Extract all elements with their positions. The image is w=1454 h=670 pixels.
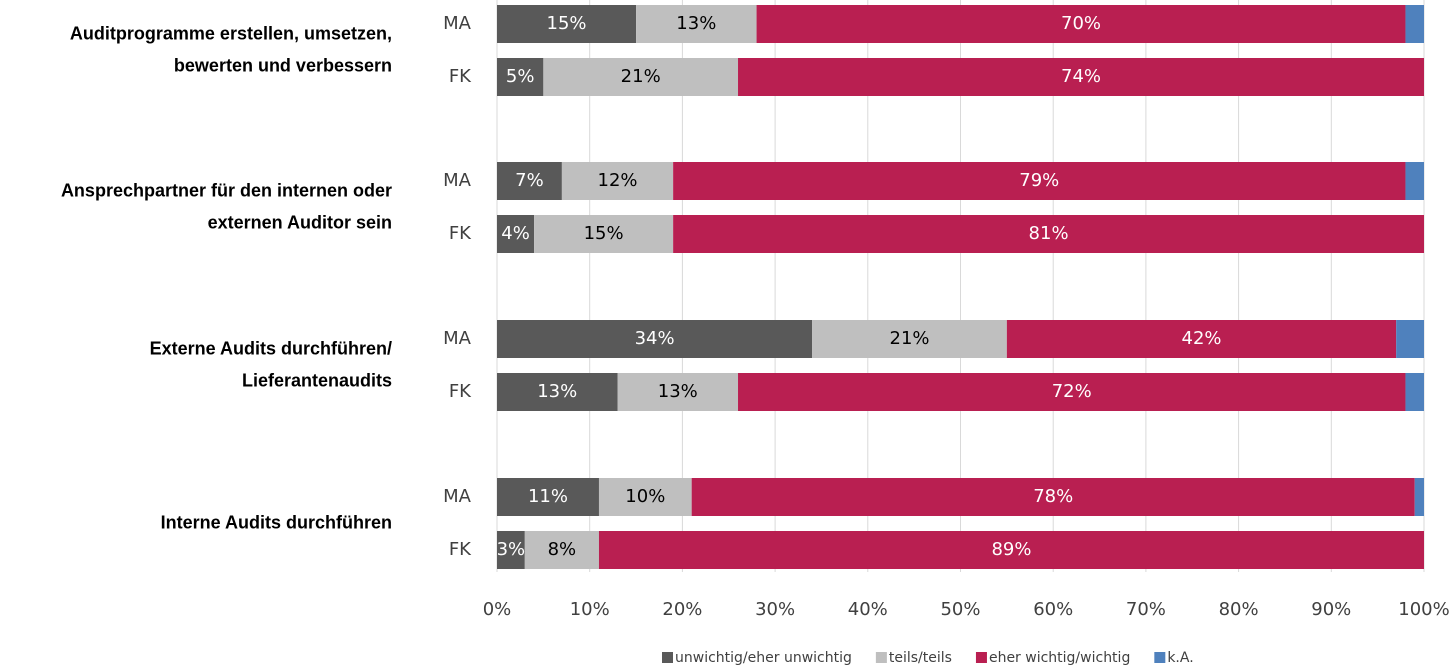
data-label: 4% <box>501 223 530 244</box>
bar-segment <box>598 478 692 516</box>
bar-segment <box>738 373 1406 411</box>
bar-segment <box>497 5 637 43</box>
group-label: Interne Audits durchführen <box>161 512 392 532</box>
data-label: 15% <box>547 13 587 34</box>
bar-segment <box>756 5 1406 43</box>
category-label: FK <box>449 381 472 402</box>
bar-segment <box>598 531 1424 569</box>
legend-label: k.A. <box>1167 650 1193 666</box>
bar-segment <box>1405 162 1424 200</box>
bar-segment <box>561 162 674 200</box>
bar-segment <box>497 320 813 358</box>
category-label: FK <box>449 66 472 87</box>
bar-segment <box>534 215 674 253</box>
legend-label: eher wichtig/wichtig <box>989 650 1130 666</box>
data-label: 70% <box>1061 13 1101 34</box>
bar-segment <box>673 162 1406 200</box>
category-label: MA <box>443 170 472 191</box>
data-label: 78% <box>1033 486 1073 507</box>
group-label: externen Auditor sein <box>208 212 392 232</box>
data-label: 81% <box>1029 223 1069 244</box>
bar-segment <box>497 373 618 411</box>
x-tick-label: 10% <box>570 599 610 620</box>
group-label: Lieferantenaudits <box>242 370 392 390</box>
data-label: 42% <box>1182 328 1222 349</box>
data-label: 72% <box>1052 381 1092 402</box>
x-tick-label: 90% <box>1311 599 1351 620</box>
group-label: Auditprogramme erstellen, umsetzen, <box>70 23 392 43</box>
x-tick-label: 60% <box>1033 599 1073 620</box>
data-label: 15% <box>584 223 624 244</box>
data-label: 5% <box>506 66 535 87</box>
data-label: 13% <box>676 13 716 34</box>
data-label: 8% <box>548 539 577 560</box>
category-label: FK <box>449 539 472 560</box>
data-label: 10% <box>625 486 665 507</box>
group-label: Externe Audits durchführen/ <box>150 338 392 358</box>
bar-segment <box>738 58 1424 96</box>
x-tick-label: 50% <box>940 599 980 620</box>
bar-segment <box>691 478 1415 516</box>
bar-segment <box>543 58 739 96</box>
data-label: 11% <box>528 486 568 507</box>
legend-swatch <box>875 652 887 663</box>
data-label: 21% <box>621 66 661 87</box>
group-label: Ansprechpartner für den internen oder <box>61 180 392 200</box>
data-label: 21% <box>890 328 930 349</box>
bar-segment <box>673 215 1424 253</box>
bar-segment <box>497 478 599 516</box>
x-tick-label: 80% <box>1219 599 1259 620</box>
bar-segment <box>812 320 1007 358</box>
category-label: MA <box>443 486 472 507</box>
bar-segment <box>497 215 535 253</box>
x-tick-label: 40% <box>848 599 888 620</box>
x-tick-label: 70% <box>1126 599 1166 620</box>
group-label: bewerten und verbessern <box>174 55 392 75</box>
bar-segment <box>636 5 757 43</box>
data-label: 79% <box>1019 170 1059 191</box>
x-tick-label: 20% <box>662 599 702 620</box>
bar-segment <box>497 58 544 96</box>
bar-segment <box>1405 5 1424 43</box>
data-label: 12% <box>598 170 638 191</box>
legend-label: teils/teils <box>889 650 952 666</box>
legend-swatch <box>1154 652 1166 663</box>
legend-label: unwichtig/eher unwichtig <box>675 650 852 666</box>
category-label: MA <box>443 328 472 349</box>
bar-segment <box>524 531 599 569</box>
legend-swatch <box>975 652 987 663</box>
x-tick-label: 30% <box>755 599 795 620</box>
data-label: 13% <box>537 381 577 402</box>
data-label: 3% <box>497 539 526 560</box>
bar-segment <box>1396 320 1424 358</box>
x-tick-label: 100% <box>1398 599 1449 620</box>
category-label: FK <box>449 223 472 244</box>
data-label: 74% <box>1061 66 1101 87</box>
bar-segment <box>617 373 739 411</box>
data-label: 13% <box>658 381 698 402</box>
bar-segment <box>1006 320 1397 358</box>
category-label: MA <box>443 13 472 34</box>
data-label: 7% <box>515 170 544 191</box>
data-label: 34% <box>635 328 675 349</box>
x-tick-label: 0% <box>483 599 512 620</box>
data-label: 89% <box>991 539 1031 560</box>
bar-segment <box>497 162 562 200</box>
bar-segment <box>1414 478 1424 516</box>
bar-segment <box>1405 373 1424 411</box>
legend-swatch <box>662 652 673 663</box>
bar-segment <box>497 531 525 569</box>
